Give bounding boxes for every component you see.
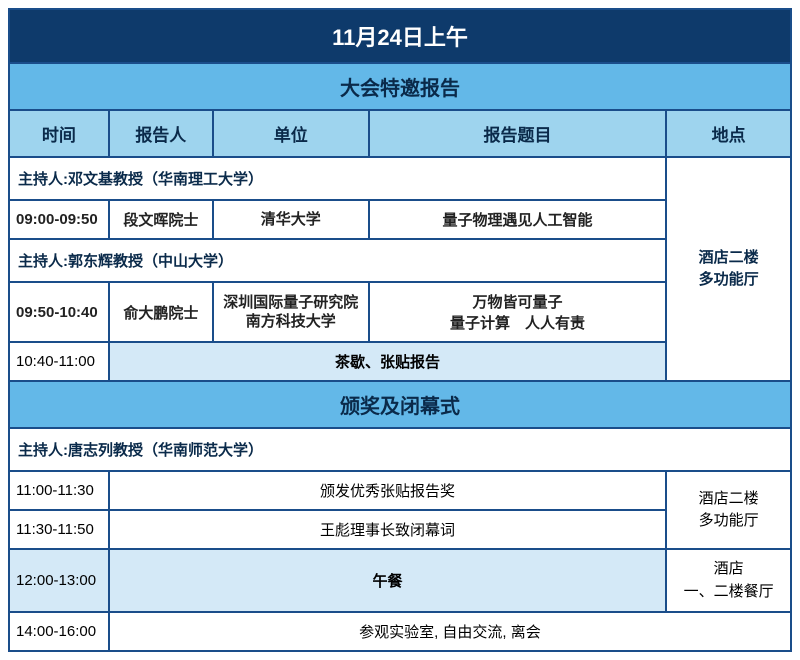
lunch-time: 12:00-13:00 — [9, 549, 109, 612]
date-title-row: 11月24日上午 — [9, 9, 791, 63]
column-headers: 时间 报告人 单位 报告题目 地点 — [9, 110, 791, 157]
lunch-row: 12:00-13:00 午餐 酒店一、二楼餐厅 — [9, 549, 791, 612]
talk2-speaker: 俞大鹏院士 — [109, 282, 213, 342]
schedule-table: 11月24日上午 大会特邀报告 时间 报告人 单位 报告题目 地点 主持人:邓文… — [8, 8, 792, 652]
cer2-label: 王彪理事长致闭幕词 — [109, 510, 666, 549]
col-venue: 地点 — [666, 110, 791, 157]
talk1-topic: 量子物理遇见人工智能 — [369, 200, 666, 239]
talk1-speaker: 段文晖院士 — [109, 200, 213, 239]
venue-1: 酒店二楼多功能厅 — [666, 157, 791, 381]
talk2-unit: 深圳国际量子研究院南方科技大学 — [213, 282, 369, 342]
section-closing-row: 颁奖及闭幕式 — [9, 381, 791, 428]
talk1-time: 09:00-09:50 — [9, 200, 109, 239]
break1-label: 茶歇、张贴报告 — [109, 342, 666, 381]
cer1-time: 11:00-11:30 — [9, 471, 109, 510]
host-1: 主持人:邓文基教授（华南理工大学） — [9, 157, 666, 200]
host-3: 主持人:唐志列教授（华南师范大学） — [9, 428, 791, 471]
venue-2: 酒店二楼多功能厅 — [666, 471, 791, 549]
talk1-unit: 清华大学 — [213, 200, 369, 239]
ceremony-row-1: 11:00-11:30 颁发优秀张贴报告奖 酒店二楼多功能厅 — [9, 471, 791, 510]
cer1-label: 颁发优秀张贴报告奖 — [109, 471, 666, 510]
depart-label: 参观实验室, 自由交流, 离会 — [109, 612, 791, 651]
col-topic: 报告题目 — [369, 110, 666, 157]
talk2-time: 09:50-10:40 — [9, 282, 109, 342]
host-2: 主持人:郭东辉教授（中山大学） — [9, 239, 666, 282]
break1-time: 10:40-11:00 — [9, 342, 109, 381]
cer2-time: 11:30-11:50 — [9, 510, 109, 549]
section-keynote: 大会特邀报告 — [9, 63, 791, 110]
section-keynote-row: 大会特邀报告 — [9, 63, 791, 110]
col-speaker: 报告人 — [109, 110, 213, 157]
col-time: 时间 — [9, 110, 109, 157]
talk2-topic: 万物皆可量子量子计算 人人有责 — [369, 282, 666, 342]
section-closing: 颁奖及闭幕式 — [9, 381, 791, 428]
lunch-label: 午餐 — [109, 549, 666, 612]
lunch-venue: 酒店一、二楼餐厅 — [666, 549, 791, 612]
depart-time: 14:00-16:00 — [9, 612, 109, 651]
date-title: 11月24日上午 — [9, 9, 791, 63]
col-unit: 单位 — [213, 110, 369, 157]
host-row-3: 主持人:唐志列教授（华南师范大学） — [9, 428, 791, 471]
host-row-1: 主持人:邓文基教授（华南理工大学） 酒店二楼多功能厅 — [9, 157, 791, 200]
depart-row: 14:00-16:00 参观实验室, 自由交流, 离会 — [9, 612, 791, 651]
